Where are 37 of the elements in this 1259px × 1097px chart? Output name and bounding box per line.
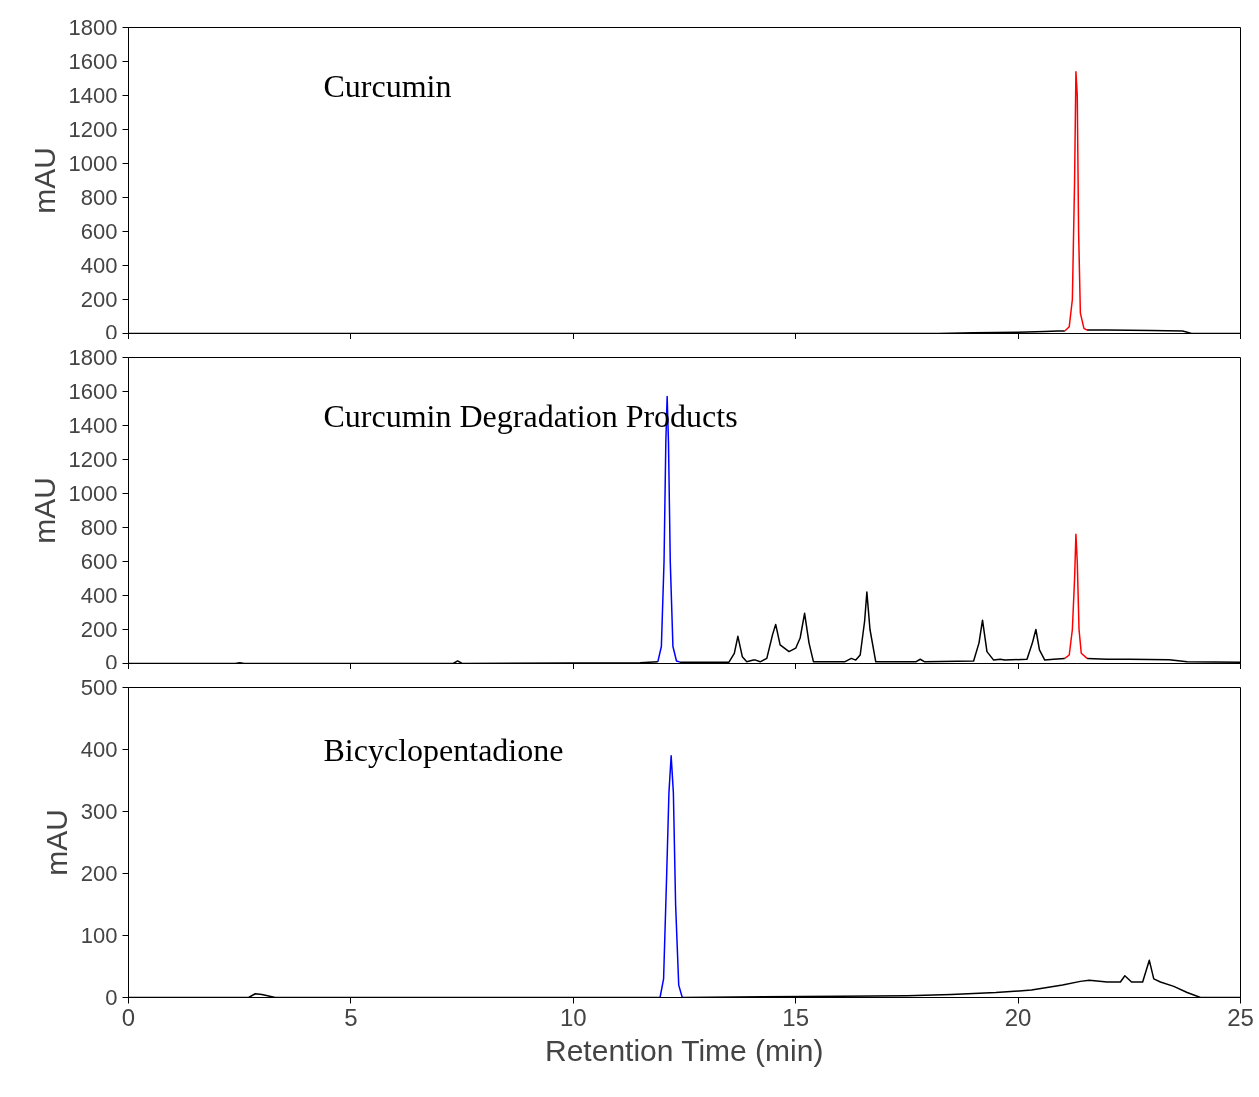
y-tick-label: 0 [105, 649, 118, 675]
y-tick-label: 500 [80, 675, 118, 700]
y-tick-label: 200 [80, 617, 118, 642]
y-tick-label: 400 [80, 253, 118, 278]
y-tick-label: 0 [105, 985, 118, 1010]
y-tick-label: 600 [80, 219, 118, 244]
y-tick-label: 1800 [68, 345, 118, 370]
y-tick-label: 300 [80, 799, 118, 824]
x-tick-label: 15 [782, 1003, 810, 1031]
y-tick-label: 1000 [68, 151, 118, 176]
y-tick-label: 1600 [68, 379, 118, 404]
annotation: Bicyclopentadione [323, 731, 564, 768]
y-tick-label: 200 [80, 861, 118, 886]
x-tick-label: 25 [1227, 1003, 1254, 1031]
y-tick-label: 400 [80, 737, 118, 762]
y-tick-label: 600 [80, 549, 118, 574]
y-tick-label: 1600 [68, 49, 118, 74]
y-axis-title: mAU [27, 147, 61, 214]
y-tick-label: 200 [80, 287, 118, 312]
y-tick-label: 1200 [68, 447, 118, 472]
y-tick-label: 800 [80, 185, 118, 210]
y-tick-label: 1200 [68, 117, 118, 142]
y-axis-title: mAU [27, 477, 61, 544]
y-tick-label: 1400 [68, 83, 118, 108]
y-tick-label: 1000 [68, 481, 118, 506]
y-tick-label: 1800 [68, 15, 118, 40]
y-tick-label: 400 [80, 583, 118, 608]
y-tick-label: 1400 [68, 413, 118, 438]
y-axis-title: mAU [39, 809, 73, 876]
y-tick-label: 800 [80, 515, 118, 540]
x-axis-title: Retention Time (min) [545, 1033, 824, 1067]
x-tick-label: 20 [1004, 1003, 1032, 1031]
annotation: Curcumin [323, 67, 452, 104]
y-tick-label: 0 [105, 319, 118, 345]
x-tick-label: 5 [344, 1003, 358, 1031]
x-tick-label: 10 [559, 1003, 587, 1031]
y-tick-label: 100 [80, 923, 118, 948]
